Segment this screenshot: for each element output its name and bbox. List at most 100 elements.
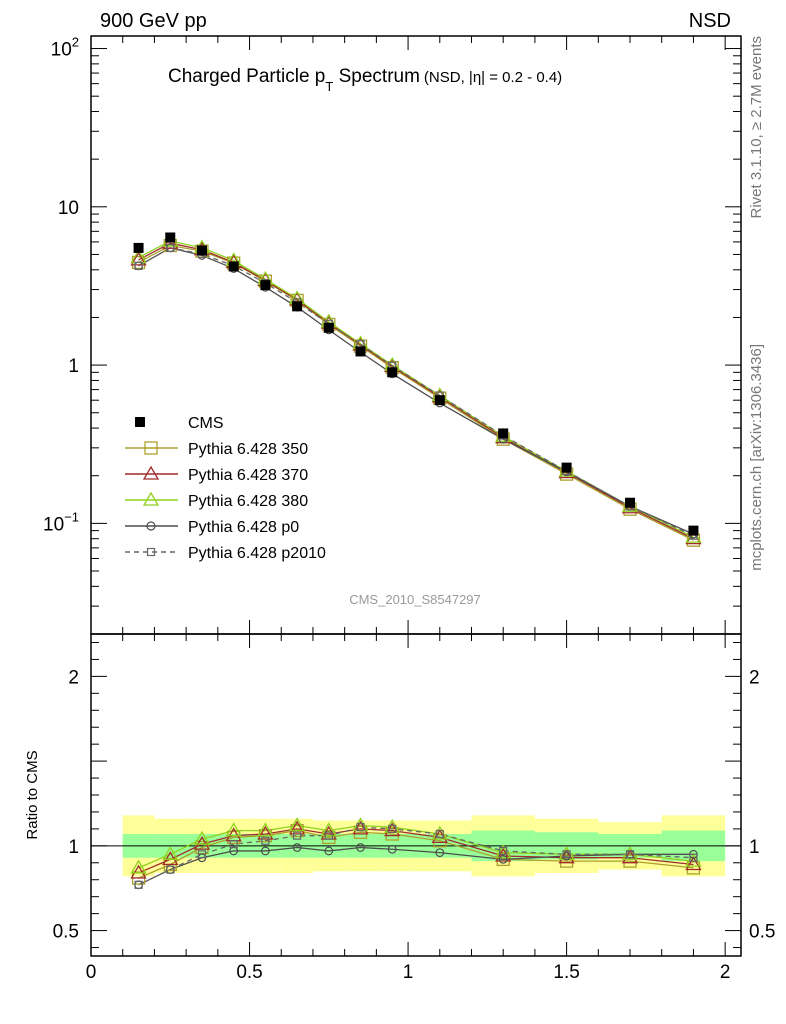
legend-item-cms: CMS <box>135 415 224 432</box>
x-tick-label: 1.5 <box>553 962 579 983</box>
series-line-main-3 <box>138 247 694 535</box>
cms-data-point <box>323 322 334 333</box>
legend-label: Pythia 6.428 380 <box>188 493 308 510</box>
series-marker-ratio <box>193 835 211 850</box>
legend: CMS Pythia 6.428 350 Pythia 6.428 370 Pythi… <box>125 415 326 562</box>
header-left: 900 GeV pp <box>100 10 207 32</box>
x-tick-label: 2 <box>720 962 731 983</box>
series-marker-ratio <box>261 836 270 845</box>
cms-data-point <box>561 462 572 473</box>
series-marker-ratio <box>162 851 179 866</box>
cms-data-point <box>688 525 699 536</box>
series-marker-ratio <box>227 830 241 845</box>
series-marker-ratio <box>320 822 337 837</box>
y-tick-label-ratio-right: 2 <box>749 667 760 688</box>
chart-title: Charged Particle pT Spectrum (NSD, |η| = … <box>168 66 562 94</box>
cms-data-point <box>228 261 239 272</box>
series-marker-ratio <box>562 850 571 859</box>
series-marker-ratio <box>356 843 365 852</box>
series-marker-ratio <box>134 880 143 889</box>
series-marker-ratio <box>130 859 147 874</box>
series-marker-ratio <box>229 840 238 849</box>
legend-item: Pythia 6.428 p0 <box>125 519 299 536</box>
legend-marker <box>146 547 156 557</box>
legend-marker <box>146 521 156 531</box>
y-tick-label-ratio-right: 0.5 <box>749 922 775 943</box>
series-marker-ratio <box>292 831 302 840</box>
series-marker-ratio <box>193 830 211 845</box>
series-marker-ratio <box>130 864 147 879</box>
y-tick-label-main: 102 <box>51 35 79 61</box>
series-marker-ratio <box>324 846 334 856</box>
cms-data-point <box>133 242 144 253</box>
header-right: NSD <box>689 10 731 32</box>
series-markers <box>130 232 702 890</box>
series-marker-ratio <box>257 822 274 837</box>
y-tick-label-main: 1 <box>68 356 79 377</box>
cms-data-point <box>260 280 271 291</box>
mcplots-label: mcplots.cern.ch [arXiv:1306.3436] <box>748 344 765 571</box>
legend-label: Pythia 6.428 350 <box>188 441 308 458</box>
x-tick-label: 0 <box>86 962 97 983</box>
series-marker-ratio <box>685 856 702 871</box>
rivet-label: Rivet 3.1.10, ≥ 2.7M events <box>748 36 765 219</box>
cms-data-point <box>625 497 636 508</box>
series-marker-ratio <box>292 843 302 852</box>
series-marker-ratio <box>689 853 698 862</box>
series-line-ratio-1 <box>138 828 694 874</box>
series-lines <box>138 240 694 886</box>
cms-data-point <box>355 346 366 357</box>
x-tick-label: 1 <box>403 962 414 983</box>
chart-title-tail: Spectrum <box>333 66 420 87</box>
cms-data-point <box>434 395 445 406</box>
y-tick-label-ratio: 2 <box>68 667 79 688</box>
y-tick-label-main: 10 <box>58 198 79 219</box>
series-marker-ratio <box>162 846 179 860</box>
series-marker-ratio <box>166 865 175 874</box>
series-line-ratio-3 <box>138 846 694 886</box>
series-marker-ratio <box>388 824 397 833</box>
y-tick-label-main: 10−1 <box>43 509 79 535</box>
cms-data-point <box>498 428 509 439</box>
series-marker-ratio <box>257 825 274 840</box>
legend-item: Pythia 6.428 380 <box>125 491 308 510</box>
series-marker-ratio <box>288 817 306 832</box>
cms-data-point <box>165 232 176 243</box>
series-marker-ratio <box>498 855 508 864</box>
series-marker-ratio <box>435 829 444 839</box>
chart-title-note: (NSD, |η| = 0.2 - 0.4) <box>424 69 562 86</box>
series-marker-ratio <box>225 822 242 837</box>
legend-marker <box>144 441 158 455</box>
y-tick-label-ratio: 1 <box>68 837 79 858</box>
legend-label: Pythia 6.428 p0 <box>188 519 299 536</box>
series-line-ratio-4 <box>138 826 694 886</box>
chart-title-main: Charged Particle p <box>168 66 325 87</box>
series-marker-ratio <box>499 846 508 856</box>
legend-label: Pythia 6.428 370 <box>188 467 308 484</box>
axis-ticks <box>90 36 741 956</box>
legend-label-cms: CMS <box>188 415 224 432</box>
series-marker-ratio <box>197 850 207 859</box>
legend-marker-cms <box>135 417 145 427</box>
cms-data-point <box>196 245 207 256</box>
series-line-main-4 <box>138 247 694 537</box>
y-tick-label-ratio: 0.5 <box>53 922 79 943</box>
series-marker-main <box>134 261 143 270</box>
series-marker-ratio <box>625 850 635 859</box>
series-marker-ratio <box>435 848 445 858</box>
series-marker-ratio <box>288 820 306 835</box>
chart-title-sub: T <box>325 79 333 94</box>
series-marker-ratio <box>324 831 333 840</box>
ratio-ylabel: Ratio to CMS <box>24 750 41 839</box>
ratio-plot-frame <box>90 633 742 957</box>
series-marker-main <box>166 243 175 252</box>
series-marker-ratio <box>387 844 397 854</box>
series-marker-ratio <box>356 823 365 832</box>
legend-marker <box>142 465 160 480</box>
legend-marker <box>142 491 160 506</box>
cms-data-point <box>387 367 398 378</box>
legend-item: Pythia 6.428 350 <box>125 441 308 458</box>
y-tick-label-ratio-right: 1 <box>749 837 760 858</box>
series-marker-main <box>130 251 147 266</box>
